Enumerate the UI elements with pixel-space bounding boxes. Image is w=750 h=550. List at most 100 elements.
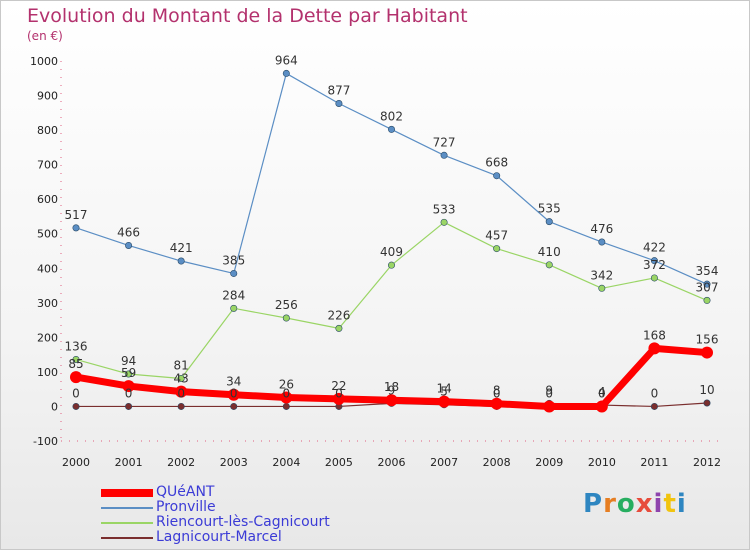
data-label: 34 xyxy=(226,375,241,389)
x-tick-label: 2012 xyxy=(693,456,721,469)
legend-label: Pronville xyxy=(156,499,216,515)
x-tick-label: 2003 xyxy=(220,456,248,469)
data-label: 354 xyxy=(696,264,719,278)
data-label: 43 xyxy=(174,372,189,386)
legend-label: Riencourt-lès-Cagnicourt xyxy=(156,514,330,530)
data-point xyxy=(72,402,80,410)
data-point xyxy=(122,380,135,393)
y-tick-label: 700 xyxy=(37,159,58,172)
data-label: 422 xyxy=(643,241,666,255)
data-label: 0 xyxy=(545,386,553,400)
data-point xyxy=(72,355,80,363)
series-qu-ant xyxy=(70,342,713,413)
data-label: 9 xyxy=(545,383,553,397)
data-point xyxy=(177,374,185,382)
data-point xyxy=(440,151,448,159)
data-label: 409 xyxy=(380,245,403,259)
data-point xyxy=(595,400,608,413)
y-tick-label: 900 xyxy=(37,90,58,103)
y-tick-label: 300 xyxy=(37,297,58,310)
data-label: 18 xyxy=(384,380,399,394)
data-point xyxy=(70,371,82,384)
data-label: 5 xyxy=(440,385,448,399)
data-point xyxy=(650,402,658,410)
legend-swatch xyxy=(101,530,153,545)
data-point xyxy=(440,218,448,226)
legend-swatch xyxy=(101,515,153,530)
y-tick-label: 600 xyxy=(37,193,58,206)
data-label: 0 xyxy=(177,386,185,400)
data-label: 59 xyxy=(121,366,136,380)
data-label: 14 xyxy=(436,382,451,396)
data-label: 533 xyxy=(433,202,456,216)
data-label: 964 xyxy=(275,53,298,67)
series-pronville xyxy=(72,69,711,288)
brand-logo: Proxiti xyxy=(583,489,687,519)
brand-letter: P xyxy=(583,489,604,519)
data-point xyxy=(72,224,80,232)
x-tick-label: 2000 xyxy=(62,456,90,469)
data-label: 284 xyxy=(222,288,245,302)
axes: -100010020030040050060070080090010002000… xyxy=(30,55,725,469)
data-point xyxy=(648,342,661,355)
x-tick-label: 2006 xyxy=(378,456,406,469)
data-label: 877 xyxy=(327,83,350,97)
series-riencourt-l-s-cagnicourt xyxy=(72,218,711,382)
data-point xyxy=(438,395,451,408)
data-point xyxy=(543,400,556,413)
data-label: 226 xyxy=(327,308,350,322)
series-layer xyxy=(70,69,713,413)
y-tick-label: -100 xyxy=(33,435,58,448)
data-label: 0 xyxy=(72,386,80,400)
data-point xyxy=(282,69,290,77)
data-point xyxy=(177,402,185,410)
data-label: 26 xyxy=(279,377,294,391)
data-label: 457 xyxy=(485,229,508,243)
y-tick-label: 100 xyxy=(37,366,58,379)
x-tick-label: 2010 xyxy=(588,456,616,469)
data-point xyxy=(280,391,293,404)
data-label: 410 xyxy=(538,245,561,259)
data-point xyxy=(125,402,133,410)
data-label: 168 xyxy=(643,328,666,342)
data-label: 81 xyxy=(174,358,189,372)
data-label: 0 xyxy=(598,386,606,400)
y-tick-label: 1000 xyxy=(30,55,58,68)
brand-letter: i xyxy=(653,489,664,519)
data-label: 10 xyxy=(699,383,714,397)
brand-letter: o xyxy=(616,489,636,519)
data-label: 466 xyxy=(117,225,140,239)
y-tick-label: 500 xyxy=(37,228,58,241)
data-point xyxy=(230,269,238,277)
data-label: 0 xyxy=(651,386,659,400)
data-point xyxy=(703,399,711,407)
data-point xyxy=(385,394,398,407)
data-label: 4 xyxy=(598,385,606,399)
data-label: 421 xyxy=(170,241,193,255)
data-point xyxy=(125,241,133,249)
data-point xyxy=(490,397,503,410)
chart-unit-label: (en €) xyxy=(27,29,63,43)
data-point xyxy=(598,238,606,246)
data-point xyxy=(177,257,185,265)
y-tick-label: 0 xyxy=(51,400,58,413)
data-point xyxy=(650,274,658,282)
data-point xyxy=(703,280,711,288)
chart-title: Evolution du Montant de la Dette par Hab… xyxy=(27,5,468,27)
data-label: 85 xyxy=(68,357,83,371)
data-point xyxy=(493,172,501,180)
data-label: 802 xyxy=(380,109,403,123)
data-point xyxy=(387,125,395,133)
data-point xyxy=(598,284,606,292)
data-point xyxy=(545,218,553,226)
data-point xyxy=(703,296,711,304)
x-tick-label: 2008 xyxy=(483,456,511,469)
data-point xyxy=(332,392,345,405)
data-label: 9 xyxy=(388,383,396,397)
y-tick-label: 800 xyxy=(37,124,58,137)
data-label: 0 xyxy=(335,386,343,400)
data-point xyxy=(493,245,501,253)
y-tick-label: 400 xyxy=(37,262,58,275)
legend-swatch xyxy=(101,485,153,500)
